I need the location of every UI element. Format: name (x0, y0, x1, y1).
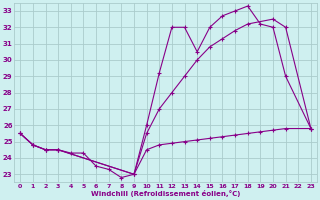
X-axis label: Windchill (Refroidissement éolien,°C): Windchill (Refroidissement éolien,°C) (91, 190, 240, 197)
